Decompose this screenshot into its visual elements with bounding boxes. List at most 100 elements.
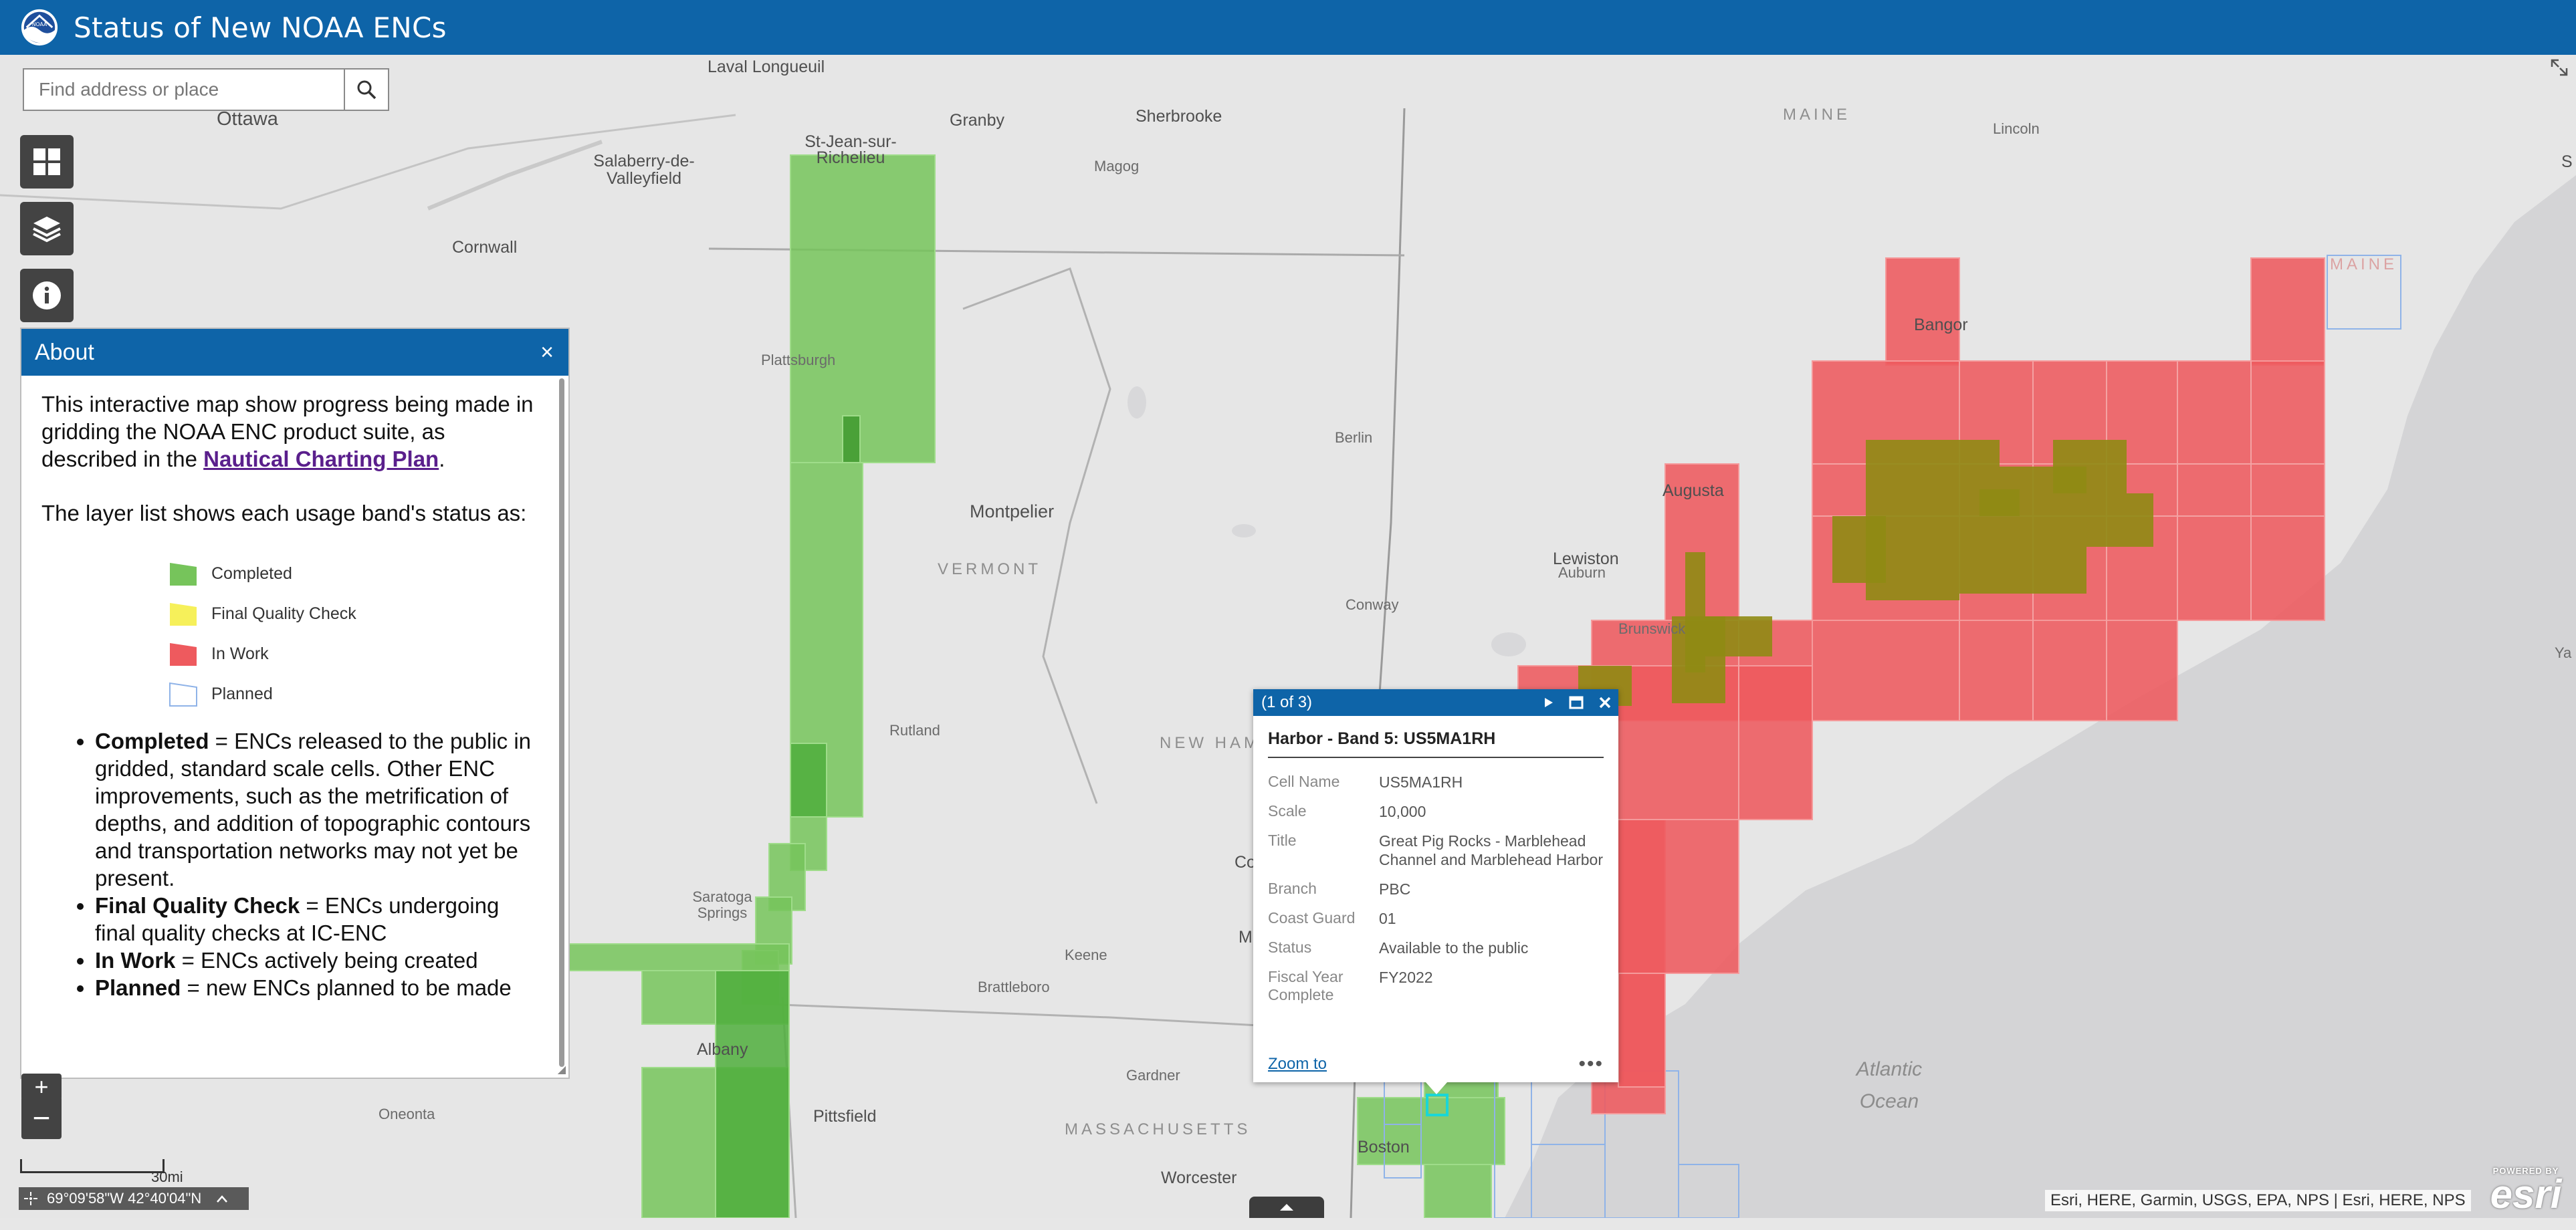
attribute-value: Available to the public <box>1379 939 1529 957</box>
in-work-swatch-icon <box>170 643 197 666</box>
place-label: Salaberry-de-Valleyfield <box>593 152 695 188</box>
place-label: M <box>1239 928 1253 947</box>
grid-icon <box>33 148 60 175</box>
intro-end: . <box>439 447 445 471</box>
legend-item-final-quality-check: Final Quality Check <box>169 594 539 634</box>
search-input[interactable] <box>23 68 344 111</box>
layers-icon <box>33 217 61 243</box>
ocean-label: Atlantic Ocean <box>1856 1058 1923 1112</box>
popup-title: Harbor - Band 5: US5MA1RH <box>1268 729 1604 758</box>
attribute-value: 10,000 <box>1379 803 1426 820</box>
place-label: Lewiston <box>1553 549 1619 568</box>
definition-text: = new ENCs planned to be made <box>181 975 512 1000</box>
place-label: Rutland <box>889 722 940 739</box>
place-label: Berlin <box>1335 429 1373 446</box>
status-legend: Completed Final Quality Check In Work Pl… <box>169 554 539 714</box>
attribute-row: Coast Guard 01 <box>1268 904 1604 933</box>
attribute-label: Title <box>1268 832 1297 849</box>
place-label: Pittsfield <box>813 1107 877 1126</box>
popup-header: (1 of 3) <box>1253 689 1618 716</box>
attribute-label: Scale <box>1268 802 1307 820</box>
definition-term: In Work <box>95 948 176 973</box>
popup-attributes: Cell Name US5MA1RH Scale 10,000 Title Great… <box>1268 767 1604 1009</box>
place-label: Augusta <box>1662 481 1724 500</box>
basemap-gallery-button[interactable] <box>20 135 74 189</box>
place-label: Oneonta <box>379 1106 435 1122</box>
place-label: Laval Longueuil <box>708 57 825 76</box>
place-label: St-Jean-sur-Richelieu <box>804 132 897 167</box>
noaa-logo-icon: NOAA <box>21 9 58 46</box>
place-label: Ya <box>2555 644 2572 661</box>
close-icon[interactable]: × <box>540 339 554 365</box>
region-label: MASSACHUSETTS <box>1065 1120 1251 1138</box>
info-icon <box>33 281 61 310</box>
place-label: Co <box>1235 853 1256 872</box>
crosshair-icon <box>24 1192 37 1205</box>
attribution-text: Esri, HERE, Garmin, USGS, EPA, NPS | Esr… <box>2045 1190 2471 1211</box>
search-widget <box>23 68 389 114</box>
zoom-in-button[interactable]: + <box>21 1073 62 1100</box>
definition-term: Final Quality Check <box>95 893 300 918</box>
attribute-row: Branch PBC <box>1268 874 1604 904</box>
attribute-row: Status Available to the public <box>1268 933 1604 963</box>
esri-logo: POWERED BY esri <box>2482 1166 2569 1215</box>
about-title: About <box>35 339 94 365</box>
definition-item: Planned = new ENCs planned to be made <box>95 974 539 1001</box>
more-options-icon[interactable]: ••• <box>1578 1053 1604 1075</box>
coordinates-text: 69°09'58"W 42°40'04"N <box>47 1190 202 1207</box>
place-label: Montpelier <box>970 501 1055 521</box>
place-label: Cornwall <box>452 238 518 257</box>
legend-item-planned: Planned <box>169 674 539 714</box>
status-definitions: Completed = ENCs released to the public … <box>41 727 539 1001</box>
region-label: NEW HAM <box>1160 734 1261 752</box>
attribute-label: Branch <box>1268 880 1317 897</box>
completed-swatch-icon <box>170 563 197 586</box>
place-label: Lincoln <box>1993 120 2040 137</box>
about-scrollbar[interactable] <box>559 378 564 1067</box>
coordinate-readout[interactable]: 69°09'58"W 42°40'04"N <box>19 1187 249 1210</box>
about-button[interactable] <box>20 269 74 322</box>
logo-text: NOAA <box>32 21 47 27</box>
attribute-value: Great Pig Rocks - Marblehead Channel and… <box>1379 832 1604 868</box>
place-label: Brattleboro <box>978 979 1050 995</box>
expand-panel-button[interactable] <box>1249 1197 1324 1218</box>
layer-list-button[interactable] <box>20 202 74 255</box>
definition-term: Planned <box>95 975 181 1000</box>
legend-label: Final Quality Check <box>211 604 356 623</box>
nautical-charting-plan-link[interactable]: Nautical Charting Plan <box>203 447 439 471</box>
final-quality-check-cells <box>1578 440 2153 706</box>
ocean-area <box>1505 175 2576 1218</box>
attribute-label: Cell Name <box>1268 773 1340 790</box>
place-label: S <box>2561 152 2573 171</box>
close-icon[interactable] <box>1598 696 1612 709</box>
attribute-label: Fiscal Year Complete <box>1268 968 1344 1003</box>
zoom-out-button[interactable]: − <box>21 1096 62 1139</box>
layer-list-text: The layer list shows each usage band's s… <box>41 501 527 525</box>
border-line <box>962 267 1111 804</box>
search-button[interactable] <box>344 68 389 111</box>
popup-counter: (1 of 3) <box>1261 693 1313 711</box>
caret-up-icon <box>1280 1204 1293 1211</box>
definition-text: = ENCs actively being created <box>175 948 478 973</box>
place-label: Keene <box>1065 947 1107 963</box>
attribute-value: US5MA1RH <box>1379 773 1463 791</box>
resize-handle-icon[interactable]: ◢ <box>557 1064 566 1076</box>
fullscreen-icon[interactable] <box>2549 57 2569 81</box>
place-label: Saratoga Springs <box>692 888 752 921</box>
attribute-label: Coast Guard <box>1268 909 1356 927</box>
place-label: Magog <box>1094 158 1140 174</box>
border-line <box>0 114 736 210</box>
scale-label: 30mi <box>151 1168 183 1185</box>
completed-cells <box>568 154 1505 1218</box>
selected-cell <box>1426 1094 1448 1116</box>
chevron-up-icon[interactable] <box>216 1194 228 1203</box>
about-panel: About × This interactive map show progre… <box>20 328 570 1079</box>
zoom-to-link[interactable]: Zoom to <box>1268 1055 1327 1073</box>
page-title: Status of New NOAA ENCs <box>74 11 447 44</box>
attribute-row: Title Great Pig Rocks - Marblehead Channe… <box>1268 826 1604 874</box>
next-icon[interactable] <box>1543 697 1554 709</box>
powered-by-text: POWERED BY <box>2492 1166 2559 1176</box>
about-intro: This interactive map show progress being… <box>41 390 539 473</box>
dock-icon[interactable] <box>1569 696 1584 709</box>
attribute-value: FY2022 <box>1379 969 1433 986</box>
